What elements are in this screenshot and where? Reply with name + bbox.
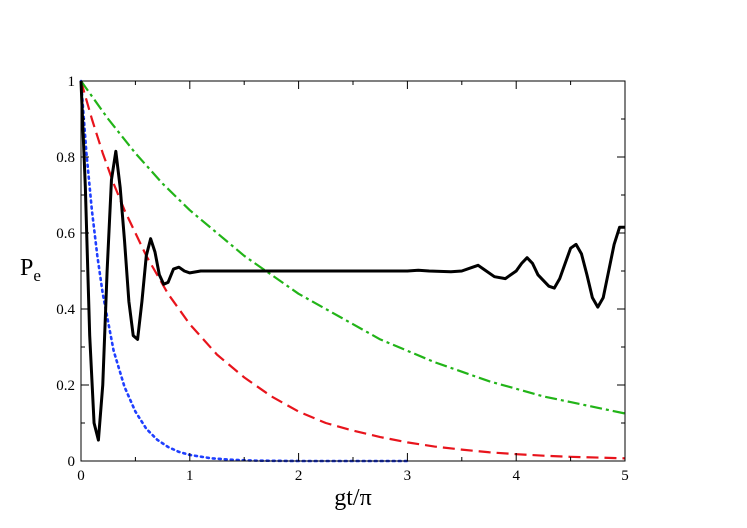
y-tick-label: 0	[68, 454, 76, 470]
x-tick-label: 1	[186, 468, 194, 484]
x-tick-label: 5	[621, 468, 629, 484]
ticks-layer	[80, 80, 626, 462]
y-tick-label: 1	[68, 74, 76, 90]
series-line-dash-dot	[80, 80, 626, 415]
series-line-solid	[79, 80, 625, 442]
y-tick-label: 0.6	[56, 226, 75, 242]
series-line-dashed	[79, 80, 626, 460]
y-axis-title: Pe	[20, 255, 41, 285]
x-tick-label: 3	[404, 468, 412, 484]
series-layer	[79, 79, 626, 463]
x-tick-label: 0	[77, 468, 85, 484]
labels-layer: 0 1 2 3 4 5 0 0.2 0.4 0.6 0.8 1	[56, 74, 629, 484]
y-tick-label: 0.8	[56, 150, 75, 166]
y-axis-title-main: P	[20, 255, 33, 281]
x-axis-title: gt/π	[334, 485, 371, 511]
x-tick-label: 2	[295, 468, 303, 484]
y-axis-title-subscript: e	[33, 266, 41, 285]
y-tick-label: 0.4	[56, 302, 75, 318]
y-tick-label: 0.2	[56, 378, 75, 394]
x-tick-label: 4	[512, 468, 520, 484]
